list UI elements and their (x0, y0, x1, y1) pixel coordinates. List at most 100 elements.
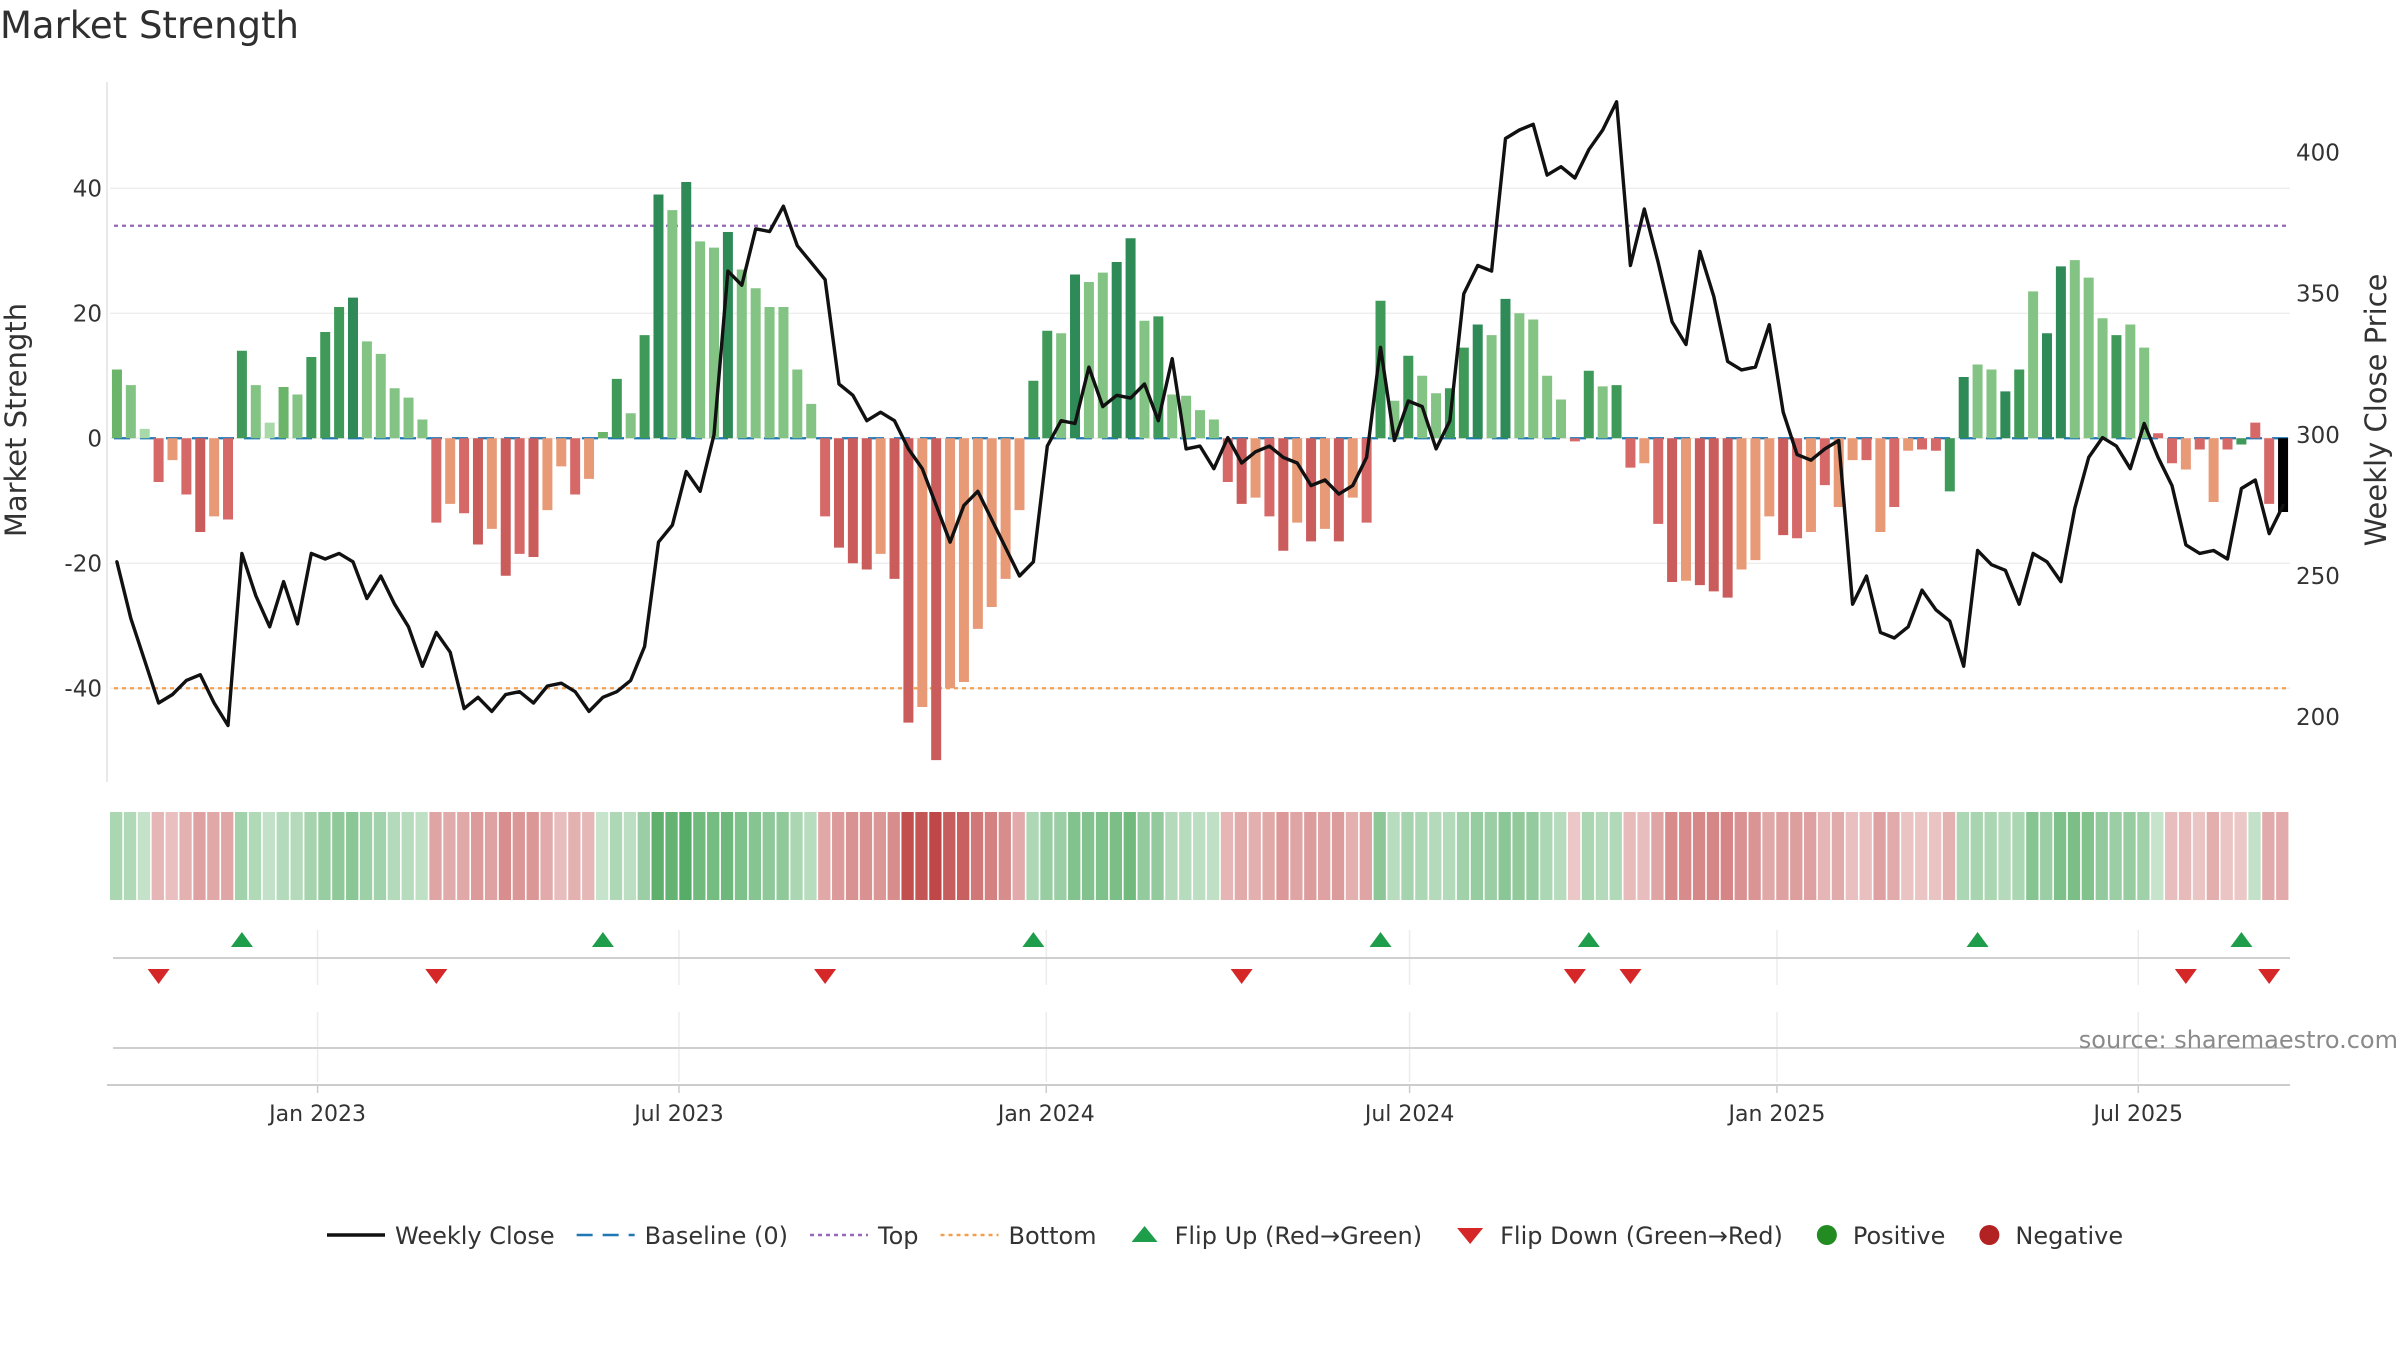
strength-bar (1653, 438, 1664, 524)
strength-bar (1889, 438, 1900, 507)
heat-strip-cell (1623, 812, 1636, 900)
heat-strip-cell (887, 812, 900, 900)
heat-strip-cell (1887, 812, 1900, 900)
heat-strip-cell (832, 812, 845, 900)
heat-strip-cell (2081, 812, 2095, 900)
heat-strip-cell (1234, 812, 1247, 900)
heat-strip-cell (1928, 812, 1942, 900)
heat-strip-cell (471, 812, 484, 900)
heat-strip-cell (457, 812, 470, 900)
strength-bar (1764, 438, 1775, 517)
strength-bar (514, 438, 525, 554)
heat-strip-cell (1956, 812, 1970, 900)
right-tick-label: 250 (2296, 564, 2340, 590)
strength-bar (181, 438, 192, 495)
heat-strip-cell (1804, 812, 1817, 900)
heat-strip-cell (915, 812, 928, 900)
heat-strip-cell (873, 812, 886, 900)
heat-strip-cell (2248, 812, 2261, 900)
strength-bar (667, 210, 678, 439)
heat-strip-cell (1470, 812, 1484, 900)
heat-strip-cell (290, 812, 303, 900)
strength-bar (111, 369, 122, 439)
strength-bar (1792, 438, 1803, 539)
heat-strip-cell (1637, 812, 1650, 900)
heat-strip-cell (651, 812, 664, 900)
heat-strip-cell (512, 812, 525, 900)
heat-strip-cell (1859, 812, 1872, 900)
heat-strip-cell (1304, 812, 1317, 900)
heat-strip-cell (248, 812, 262, 900)
strength-bar (1639, 438, 1650, 464)
strength-bar (1680, 438, 1691, 581)
strength-bar (139, 428, 150, 439)
heat-strip-cell (1359, 812, 1372, 900)
strength-bar (1250, 438, 1261, 498)
heat-strip-cell (776, 812, 789, 900)
legend-item-negative: Negative (1979, 1222, 2123, 1250)
legend-item-top: Top (810, 1222, 919, 1250)
heat-strip-cell (498, 812, 512, 900)
strength-bar (2264, 438, 2275, 504)
strength-bar (528, 438, 539, 557)
strength-bar (597, 432, 608, 439)
legend-item-flip-down: Flip Down (Green→Red) (1457, 1222, 1783, 1250)
strength-bar (570, 438, 581, 495)
strength-bar (1222, 438, 1233, 482)
heat-strip-cell (1137, 812, 1150, 900)
flip-up-marker (230, 932, 253, 947)
heat-strip-cell (2262, 812, 2275, 900)
heat-strip-cell (1345, 812, 1359, 900)
strength-bar (1903, 438, 1914, 451)
reference-lines (114, 224, 2290, 690)
left-axis-title: Market Strength (0, 303, 33, 537)
heat-strip-cell (1873, 812, 1886, 900)
flip-down-marker (1230, 969, 1253, 984)
strength-bar (1944, 438, 1955, 492)
heat-strip-cell (2012, 812, 2025, 900)
heat-strip (110, 812, 2289, 900)
heat-strip-cell (1845, 812, 1858, 900)
heat-strip-cell (1915, 812, 1928, 900)
heat-strip-cell (110, 812, 123, 900)
strength-bar (1833, 438, 1844, 507)
heat-strip-cell (1651, 812, 1664, 900)
heat-strip-cell (957, 812, 970, 900)
strength-bar (1264, 438, 1275, 517)
strength-bar (1458, 347, 1469, 439)
flip-down-marker (2258, 969, 2281, 984)
heat-strip-cell (1068, 812, 1081, 900)
strength-bar (1930, 438, 1941, 451)
heat-strip-cell (679, 812, 692, 900)
heat-strip-cell (346, 812, 359, 900)
heat-strip-cell (2123, 812, 2136, 900)
heat-strip-cell (859, 812, 873, 900)
heat-strip-cell (1109, 812, 1123, 900)
strength-bar (972, 438, 983, 629)
heat-strip-cell (568, 812, 581, 900)
heat-strip-cell (1373, 812, 1386, 900)
right-tick-label: 400 (2296, 141, 2340, 167)
heat-strip-cell (2137, 812, 2150, 900)
heat-strip-cell (1220, 812, 1234, 900)
strength-bar (2278, 438, 2289, 512)
heat-strip-cell (970, 812, 984, 900)
heat-strip-cell (1415, 812, 1428, 900)
legend-swatch-negative (1979, 1225, 2000, 1245)
right-tick-label: 200 (2296, 705, 2340, 731)
strength-bar (1597, 386, 1608, 439)
legend-label: Top (877, 1222, 919, 1250)
heat-strip-cell (2234, 812, 2247, 900)
heat-strip-cell (2095, 812, 2108, 900)
strength-bar (403, 397, 414, 439)
strength-bar (1028, 380, 1039, 439)
heat-strip-cell (1179, 812, 1192, 900)
flip-down-marker (147, 969, 170, 984)
legend-item-positive: Positive (1816, 1222, 1945, 1250)
strength-bar (223, 438, 234, 520)
strength-bar (945, 438, 956, 689)
left-tick-label: -40 (64, 676, 102, 702)
flip-up-marker (591, 932, 614, 947)
strength-bar (1208, 419, 1219, 439)
heat-strip-cell (1942, 812, 1956, 900)
